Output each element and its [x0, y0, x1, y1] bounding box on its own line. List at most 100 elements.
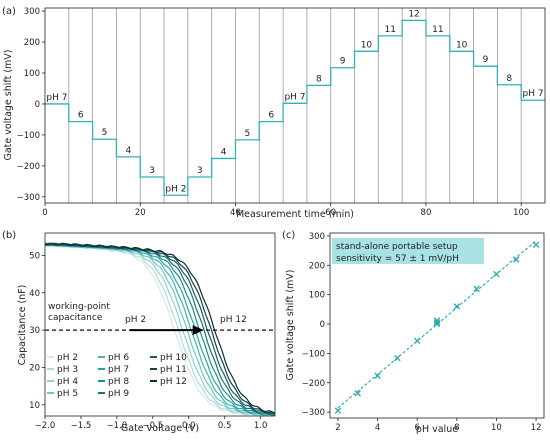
step-label-8: 5 [245, 129, 251, 139]
c-ytick-label-6: 300 [309, 232, 325, 242]
data-point-stroke-b-0 [334, 407, 342, 414]
data-point-9 [473, 285, 480, 293]
legend-label-6: pH 8 [108, 377, 129, 387]
arrow-end-label: pH 12 [220, 315, 247, 325]
chart-b-legend: pH 2 pH 3 pH 4 pH 5 pH 6 pH 7 pH 8 pH 9 pH 10 pH … [47, 353, 187, 399]
data-point-4 [413, 337, 421, 345]
b-xtick-label-0: −2.0 [35, 421, 56, 431]
arrow-start-label: pH 2 [125, 315, 146, 325]
step-label-17: 10 [456, 40, 468, 50]
b-xtick-label-4: 0.0 [182, 421, 196, 431]
c-ytick-label-4: 100 [309, 291, 325, 301]
c-xtick-label-1: 4 [375, 423, 380, 433]
c-xtick-label-5: 12 [531, 423, 542, 433]
annotation-line-1: stand-alone portable setup [336, 242, 458, 252]
data-point-6 [433, 319, 441, 326]
a-xtick-label-2: 40 [230, 208, 241, 218]
working-point-label-2: capacitance [48, 313, 103, 323]
c-ytick-label-5: 200 [309, 261, 325, 271]
a-xtick-label-0: 0 [42, 208, 47, 218]
legend-label-10: pH 12 [160, 377, 187, 387]
chart-a: pH 7 6 5 4 3 pH 2 3 4 5 6 pH 7 8 9 10 11 12 11 10 9 8 pH 7 0… [3, 7, 546, 220]
fit-line [337, 240, 537, 409]
data-point-stroke-b-10 [493, 270, 500, 278]
a-ytick-label-0: −300 [17, 193, 40, 203]
data-point-7 [433, 317, 441, 324]
a-ytick-label-3: 0 [35, 100, 40, 110]
a-ytick-label-1: −200 [17, 162, 40, 172]
b-xtick-label-6: 1.0 [254, 421, 268, 431]
b-ytick-label-3: 40 [29, 289, 40, 299]
data-point-stroke-b-12 [532, 241, 540, 249]
b-xtick-label-1: −1.5 [71, 421, 92, 431]
a-ytick-label-2: −100 [17, 131, 40, 141]
legend-label-3: pH 5 [57, 389, 78, 399]
step-label-14: 11 [385, 25, 396, 35]
step-label-1: 6 [78, 111, 84, 121]
panel-label-a: (a) [2, 6, 16, 17]
c-ytick-label-2: −100 [302, 349, 325, 359]
data-point-stroke-b-9 [473, 285, 480, 293]
b-xtick-label-3: −0.5 [142, 421, 163, 431]
chart-c-frame [329, 232, 545, 419]
legend-label-9: pH 11 [160, 365, 187, 375]
working-point-label-1: working-point [48, 302, 110, 312]
a-ytick-label-5: 200 [24, 38, 40, 48]
chart-c: stand-alone portable setup sensitivity =… [285, 232, 545, 435]
panel-label-b: (b) [2, 230, 16, 241]
legend-label-4: pH 6 [108, 353, 129, 363]
b-ytick-label-0: 10 [29, 401, 40, 411]
gate-shift-trace [45, 19, 545, 196]
data-point-8 [453, 303, 461, 310]
data-point-stroke-b-2 [374, 372, 381, 379]
data-point-1 [354, 390, 362, 397]
data-point-stroke-b-6 [433, 319, 441, 326]
c-ytick-label-3: 0 [320, 320, 325, 330]
b-ytick-label-2: 30 [29, 326, 40, 336]
step-label-3: 4 [125, 146, 131, 156]
data-point-0 [334, 407, 342, 414]
chart-c-xlabel: pH value [416, 424, 458, 435]
legend-label-0: pH 2 [57, 353, 78, 363]
step-label-12: 9 [340, 57, 346, 67]
data-point-3 [394, 354, 401, 362]
legend-label-1: pH 3 [57, 365, 78, 375]
a-ytick-label-4: 100 [24, 69, 40, 79]
a-xtick-label-5: 100 [513, 208, 529, 218]
b-xtick-label-2: −1.0 [107, 421, 128, 431]
step-label-9: 6 [268, 111, 274, 121]
annotation-line-2: sensitivity = 57 ± 1 mV/pH [336, 254, 459, 264]
chart-b: −2.0 −1.5 −1.0 −0.5 0.0 0.5 1.0 10 20 30 40 50 wor… [17, 232, 276, 434]
a-xtick-label-3: 60 [325, 208, 336, 218]
chart-b-xlabel: Gate voltage (V) [121, 423, 199, 434]
cv-curve-ph-11 [45, 242, 275, 414]
data-point-stroke-b-11 [512, 256, 520, 263]
data-point-stroke-b-1 [354, 390, 362, 397]
step-label-10: pH 7 [284, 92, 305, 102]
step-label-2: 5 [102, 128, 108, 138]
c-xtick-label-3: 8 [454, 423, 459, 433]
b-ytick-label-4: 50 [29, 251, 40, 261]
step-label-18: 9 [483, 55, 489, 65]
step-label-6: 3 [197, 166, 203, 176]
legend-label-5: pH 7 [108, 365, 129, 375]
data-point-11 [512, 256, 520, 263]
step-label-7: 4 [221, 147, 227, 157]
chart-b-curves [45, 242, 275, 416]
chart-a-xlabel: Measurement time (min) [236, 209, 354, 220]
legend-label-8: pH 10 [160, 353, 187, 363]
chart-c-ylabel: Gate voltage shift (mV) [285, 270, 296, 381]
data-point-stroke-b-7 [433, 317, 441, 324]
step-label-19: 8 [506, 74, 512, 84]
cv-curve-ph-10 [45, 242, 275, 415]
data-point-2 [374, 372, 381, 379]
chart-a-ylabel: Gate voltage shift (mV) [3, 50, 14, 161]
cv-curve-ph-9 [45, 242, 275, 415]
step-label-0: pH 7 [46, 93, 67, 103]
a-xtick-label-1: 20 [135, 208, 146, 218]
chart-b-frame [44, 232, 276, 417]
step-label-13: 10 [361, 40, 373, 50]
data-point-stroke-b-4 [413, 337, 421, 345]
cv-curve-ph-12 [45, 242, 275, 415]
